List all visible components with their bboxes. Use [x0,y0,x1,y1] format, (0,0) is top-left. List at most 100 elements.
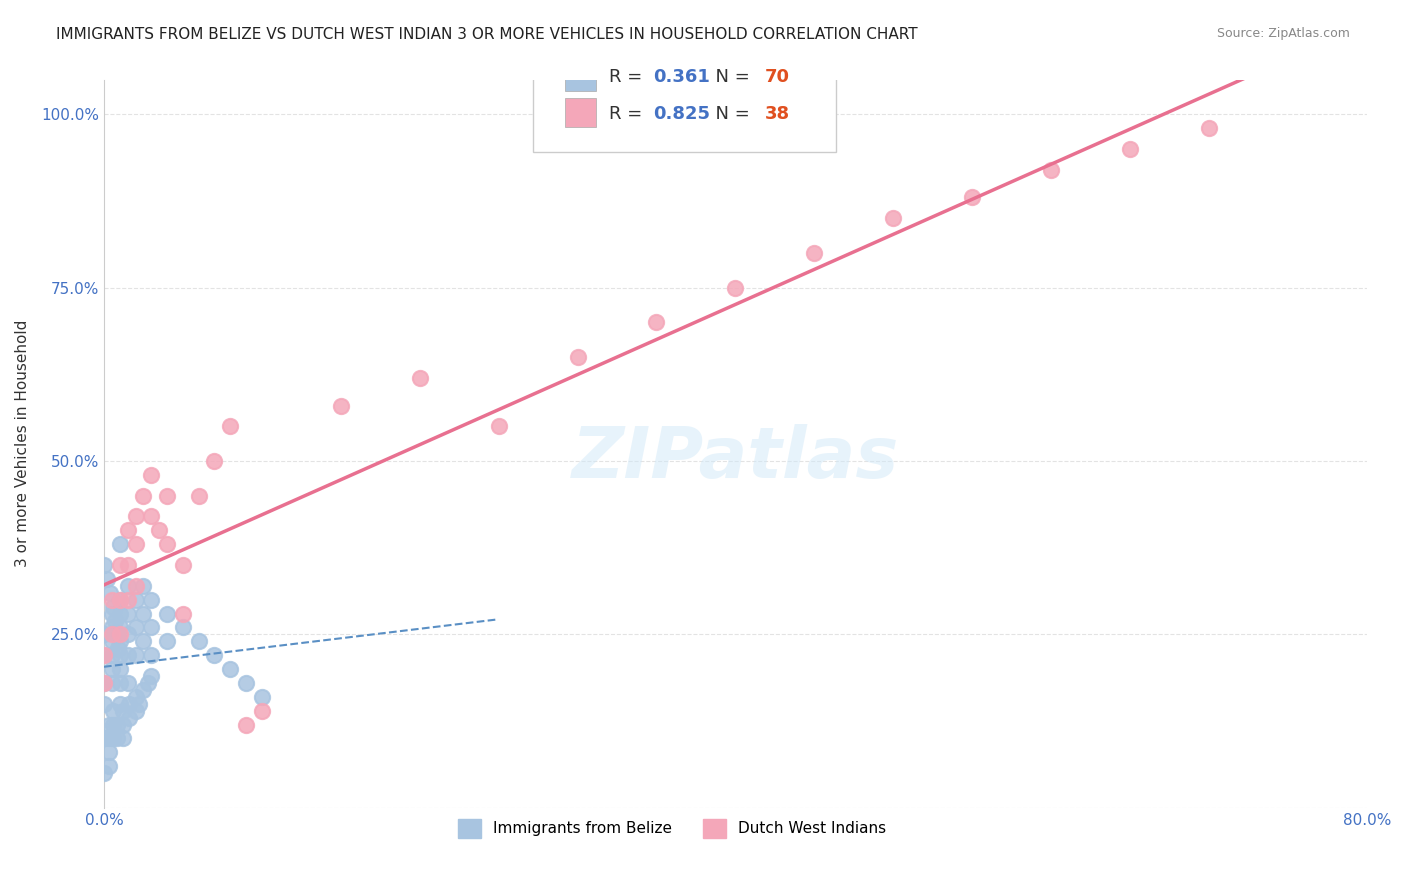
Point [156,607,179,621]
Point [117,676,139,690]
Point [111,704,134,718]
Point [105,627,128,641]
Point [235,717,257,731]
Point [117,648,139,663]
Text: 38: 38 [765,104,790,123]
Point [172,620,194,634]
Point [108,607,131,621]
Point [117,592,139,607]
Point [136,676,159,690]
Point [329,399,352,413]
Point [93,627,115,641]
Point [101,676,124,690]
Point [124,704,146,718]
Point [101,592,124,607]
Point [172,558,194,572]
Y-axis label: 3 or more Vehicles in Household: 3 or more Vehicles in Household [15,320,30,567]
Text: N =: N = [704,69,755,87]
Text: N =: N = [704,104,755,123]
Point [132,682,155,697]
Point [567,350,589,364]
Point [124,509,146,524]
Point [250,690,273,704]
Point [645,315,668,329]
Point [1040,162,1063,177]
Point [103,717,125,731]
Point [172,607,194,621]
Point [156,489,179,503]
Point [132,579,155,593]
Point [1198,121,1220,136]
Text: 0.361: 0.361 [654,69,710,87]
Point [104,614,127,628]
Point [408,371,430,385]
Point [124,620,146,634]
Point [101,627,124,641]
Point [108,627,131,641]
Point [124,648,146,663]
Point [117,607,139,621]
Point [1119,142,1142,156]
Point [93,766,115,780]
Point [108,620,131,634]
Point [117,579,139,593]
Point [156,634,179,648]
Point [108,558,131,572]
Point [93,558,115,572]
FancyBboxPatch shape [565,98,596,127]
Point [103,731,125,746]
FancyBboxPatch shape [533,43,837,153]
Point [250,704,273,718]
Point [103,704,125,718]
Text: IMMIGRANTS FROM BELIZE VS DUTCH WEST INDIAN 3 OR MORE VEHICLES IN HOUSEHOLD CORR: IMMIGRANTS FROM BELIZE VS DUTCH WEST IND… [56,27,918,42]
Point [103,599,125,614]
Point [93,731,115,746]
Point [93,676,115,690]
Point [204,454,226,468]
Point [101,662,124,676]
Point [93,676,115,690]
Point [108,676,131,690]
Point [108,634,131,648]
Point [960,190,983,204]
Point [108,537,131,551]
Point [132,634,155,648]
Point [107,641,129,656]
Point [118,710,141,724]
Point [204,648,226,663]
Point [108,662,131,676]
Point [108,697,131,711]
FancyBboxPatch shape [565,62,596,90]
Point [124,690,146,704]
Point [803,246,825,260]
Text: R =: R = [609,69,648,87]
Point [141,620,163,634]
Point [97,731,120,746]
Point [156,537,179,551]
Point [132,489,155,503]
Point [141,592,163,607]
Point [117,558,139,572]
Point [97,745,120,759]
Point [118,697,141,711]
Point [108,592,131,607]
Point [101,607,124,621]
Point [128,697,150,711]
Point [141,467,163,482]
Point [882,211,904,226]
Point [97,717,120,731]
Point [124,537,146,551]
Point [93,648,115,663]
Point [141,509,163,524]
Point [101,648,124,663]
Point [187,634,209,648]
Point [187,489,209,503]
Text: 70: 70 [765,69,789,87]
Point [108,592,131,607]
Point [117,627,139,641]
Point [219,419,242,434]
Point [132,607,155,621]
Point [117,524,139,538]
Legend: Immigrants from Belize, Dutch West Indians: Immigrants from Belize, Dutch West India… [453,813,893,844]
Point [141,648,163,663]
